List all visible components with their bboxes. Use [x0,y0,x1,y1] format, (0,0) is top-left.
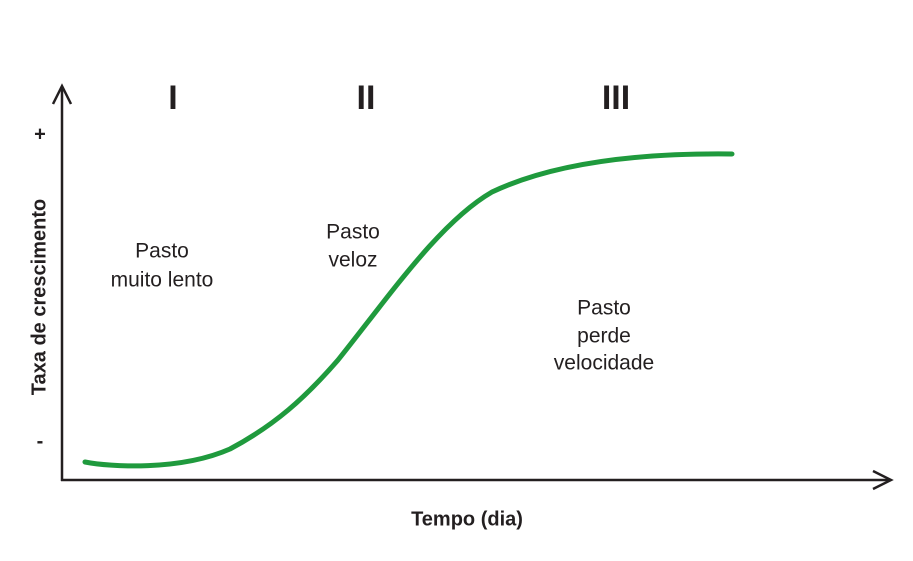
annotation: Pasto [326,221,380,244]
y-axis-top-sign: + [34,123,46,145]
annotation: muito lento [111,269,214,292]
annotation: Pasto [135,240,189,263]
annotation: veloz [328,249,377,272]
annotation: Pasto [577,297,631,320]
phase-label: I [168,79,177,117]
y-axis-label: Taxa de crescimento [28,199,50,395]
y-axis-arrow [51,83,73,105]
x-axis-arrow [872,469,894,491]
annotation: perde [577,325,631,348]
y-axis-bottom-sign: - [37,430,44,452]
growth-curve [82,151,735,469]
annotation: velocidade [554,352,654,375]
phase-label: II [357,79,376,117]
x-axis-label: Tempo (dia) [411,508,523,530]
phase-label: III [602,79,630,117]
